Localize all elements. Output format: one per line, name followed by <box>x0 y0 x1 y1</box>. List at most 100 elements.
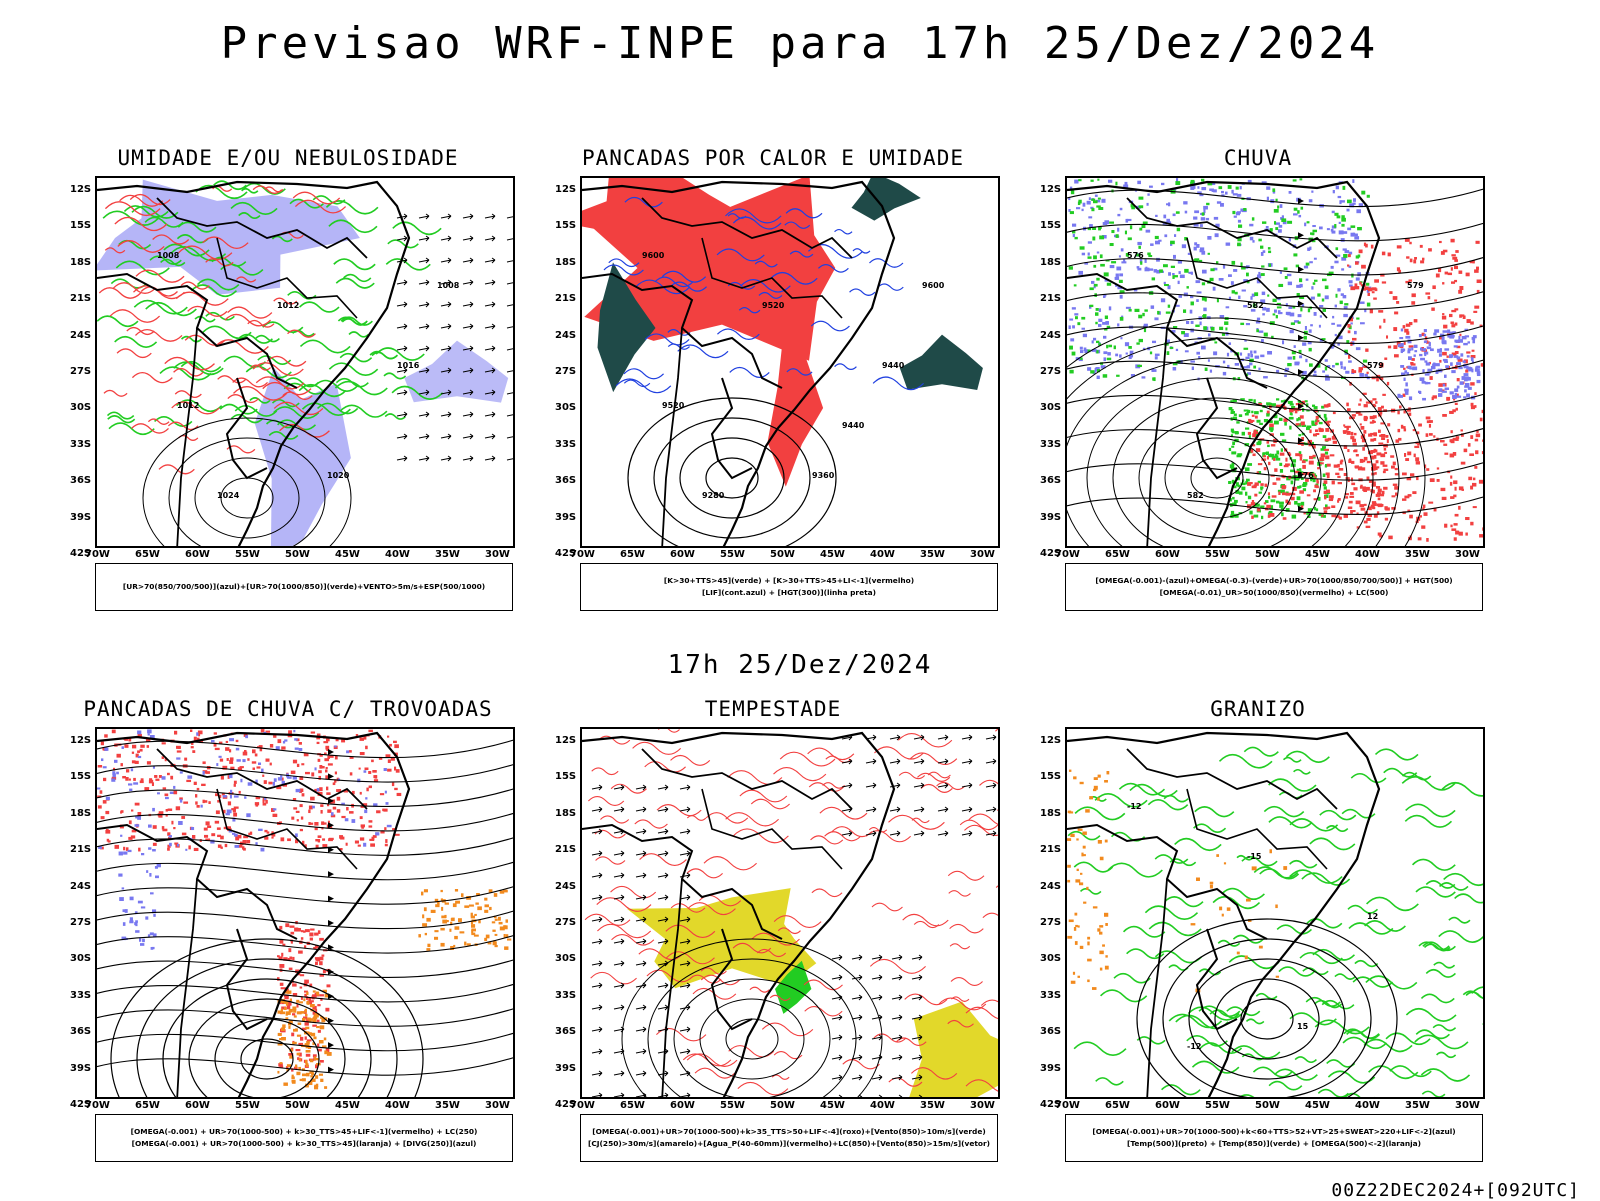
field-speck <box>1248 432 1251 435</box>
field-speck <box>176 757 180 759</box>
field-speck <box>1238 296 1240 299</box>
field-speck <box>1119 280 1123 283</box>
field-speck <box>1353 414 1355 416</box>
field-speck <box>242 846 244 849</box>
field-speck <box>1399 406 1402 409</box>
field-speck <box>1474 269 1479 272</box>
field-speck <box>215 748 220 750</box>
field-speck <box>291 932 295 935</box>
field-speck <box>1479 480 1483 484</box>
field-speck <box>1258 463 1262 465</box>
field-speck <box>1316 416 1319 420</box>
field-speck <box>1325 452 1328 455</box>
wind-vector <box>680 785 690 790</box>
field-speck <box>1241 487 1245 491</box>
wind-vector <box>507 456 515 461</box>
field-speck <box>255 802 259 805</box>
field-speck <box>1407 372 1409 375</box>
country-border <box>712 378 752 478</box>
field-speck <box>319 957 323 961</box>
field-speck <box>1087 980 1089 983</box>
lat-tick-label: 33S <box>1040 439 1061 450</box>
field-speck <box>1298 434 1301 436</box>
wind-vector <box>485 412 495 417</box>
field-speck <box>1280 469 1283 473</box>
field-speck <box>1449 314 1452 317</box>
field-speck <box>1293 253 1297 256</box>
field-speck <box>128 783 132 785</box>
field-speck <box>1343 254 1347 258</box>
field-speck <box>325 770 327 773</box>
field-speck <box>1104 780 1108 783</box>
field-speck <box>1321 515 1323 517</box>
field-speck <box>461 893 464 897</box>
field-speck <box>1301 422 1305 426</box>
field-speck <box>1468 443 1471 447</box>
field-speck <box>322 844 327 847</box>
field-speck <box>295 748 299 750</box>
field-speck <box>1322 279 1327 282</box>
field-speck <box>182 833 186 836</box>
contour-value: 9520 <box>762 301 785 310</box>
contour-line <box>687 816 706 821</box>
field-speck <box>1455 403 1458 405</box>
field-speck <box>1474 466 1477 469</box>
field-speck <box>1362 447 1365 451</box>
field-speck <box>484 898 487 901</box>
field-speck <box>281 1028 285 1032</box>
isobar <box>628 398 836 548</box>
field-speck <box>1349 501 1353 504</box>
lat-tick-label: 30S <box>555 402 576 413</box>
lat-tick-label: 18S <box>1040 257 1061 268</box>
field-speck <box>153 843 157 846</box>
field-speck <box>1105 966 1109 970</box>
field-speck <box>1454 355 1459 358</box>
field-speck <box>1258 441 1262 445</box>
field-speck <box>1341 200 1345 202</box>
field-speck <box>1320 457 1325 461</box>
contour-line <box>588 797 623 806</box>
streamline <box>97 812 515 831</box>
field-speck <box>1434 329 1439 332</box>
contour-value: 576 <box>1127 251 1144 260</box>
field-speck <box>300 804 303 807</box>
field-speck <box>1080 350 1083 353</box>
field-speck <box>1324 449 1329 451</box>
field-speck <box>360 738 364 741</box>
field-speck <box>1168 202 1170 206</box>
field-speck <box>276 746 280 749</box>
field-speck <box>333 782 336 785</box>
field-speck <box>1107 352 1111 355</box>
field-speck <box>1166 312 1171 314</box>
field-speck <box>1280 204 1283 208</box>
field-speck <box>1451 430 1453 433</box>
wind-vector <box>832 955 842 960</box>
field-speck <box>1247 365 1250 368</box>
contour-line <box>1290 870 1342 883</box>
field-speck <box>1282 486 1286 490</box>
field-speck <box>1318 428 1321 431</box>
contour-line <box>1192 1061 1238 1073</box>
field-speck <box>310 929 314 931</box>
field-speck <box>1442 414 1447 417</box>
field-speck <box>165 794 169 797</box>
field-speck <box>304 980 309 984</box>
field-speck <box>1354 236 1359 239</box>
field-speck <box>1084 348 1087 352</box>
field-speck <box>1193 217 1197 220</box>
field-speck <box>1351 225 1356 228</box>
wind-vector <box>892 1095 902 1099</box>
lat-tick-label: 36S <box>1040 1026 1061 1037</box>
field-speck <box>1110 265 1115 268</box>
field-speck <box>294 738 297 740</box>
field-speck <box>1232 211 1235 214</box>
country-border <box>1197 378 1237 478</box>
wind-vector <box>397 324 407 329</box>
field-speck <box>1429 420 1433 423</box>
wind-vector <box>986 759 996 764</box>
field-speck <box>1098 775 1101 778</box>
field-speck <box>1356 277 1360 280</box>
field-speck <box>258 763 261 765</box>
field-speck <box>1327 421 1330 423</box>
contour-line <box>1437 1053 1456 1058</box>
